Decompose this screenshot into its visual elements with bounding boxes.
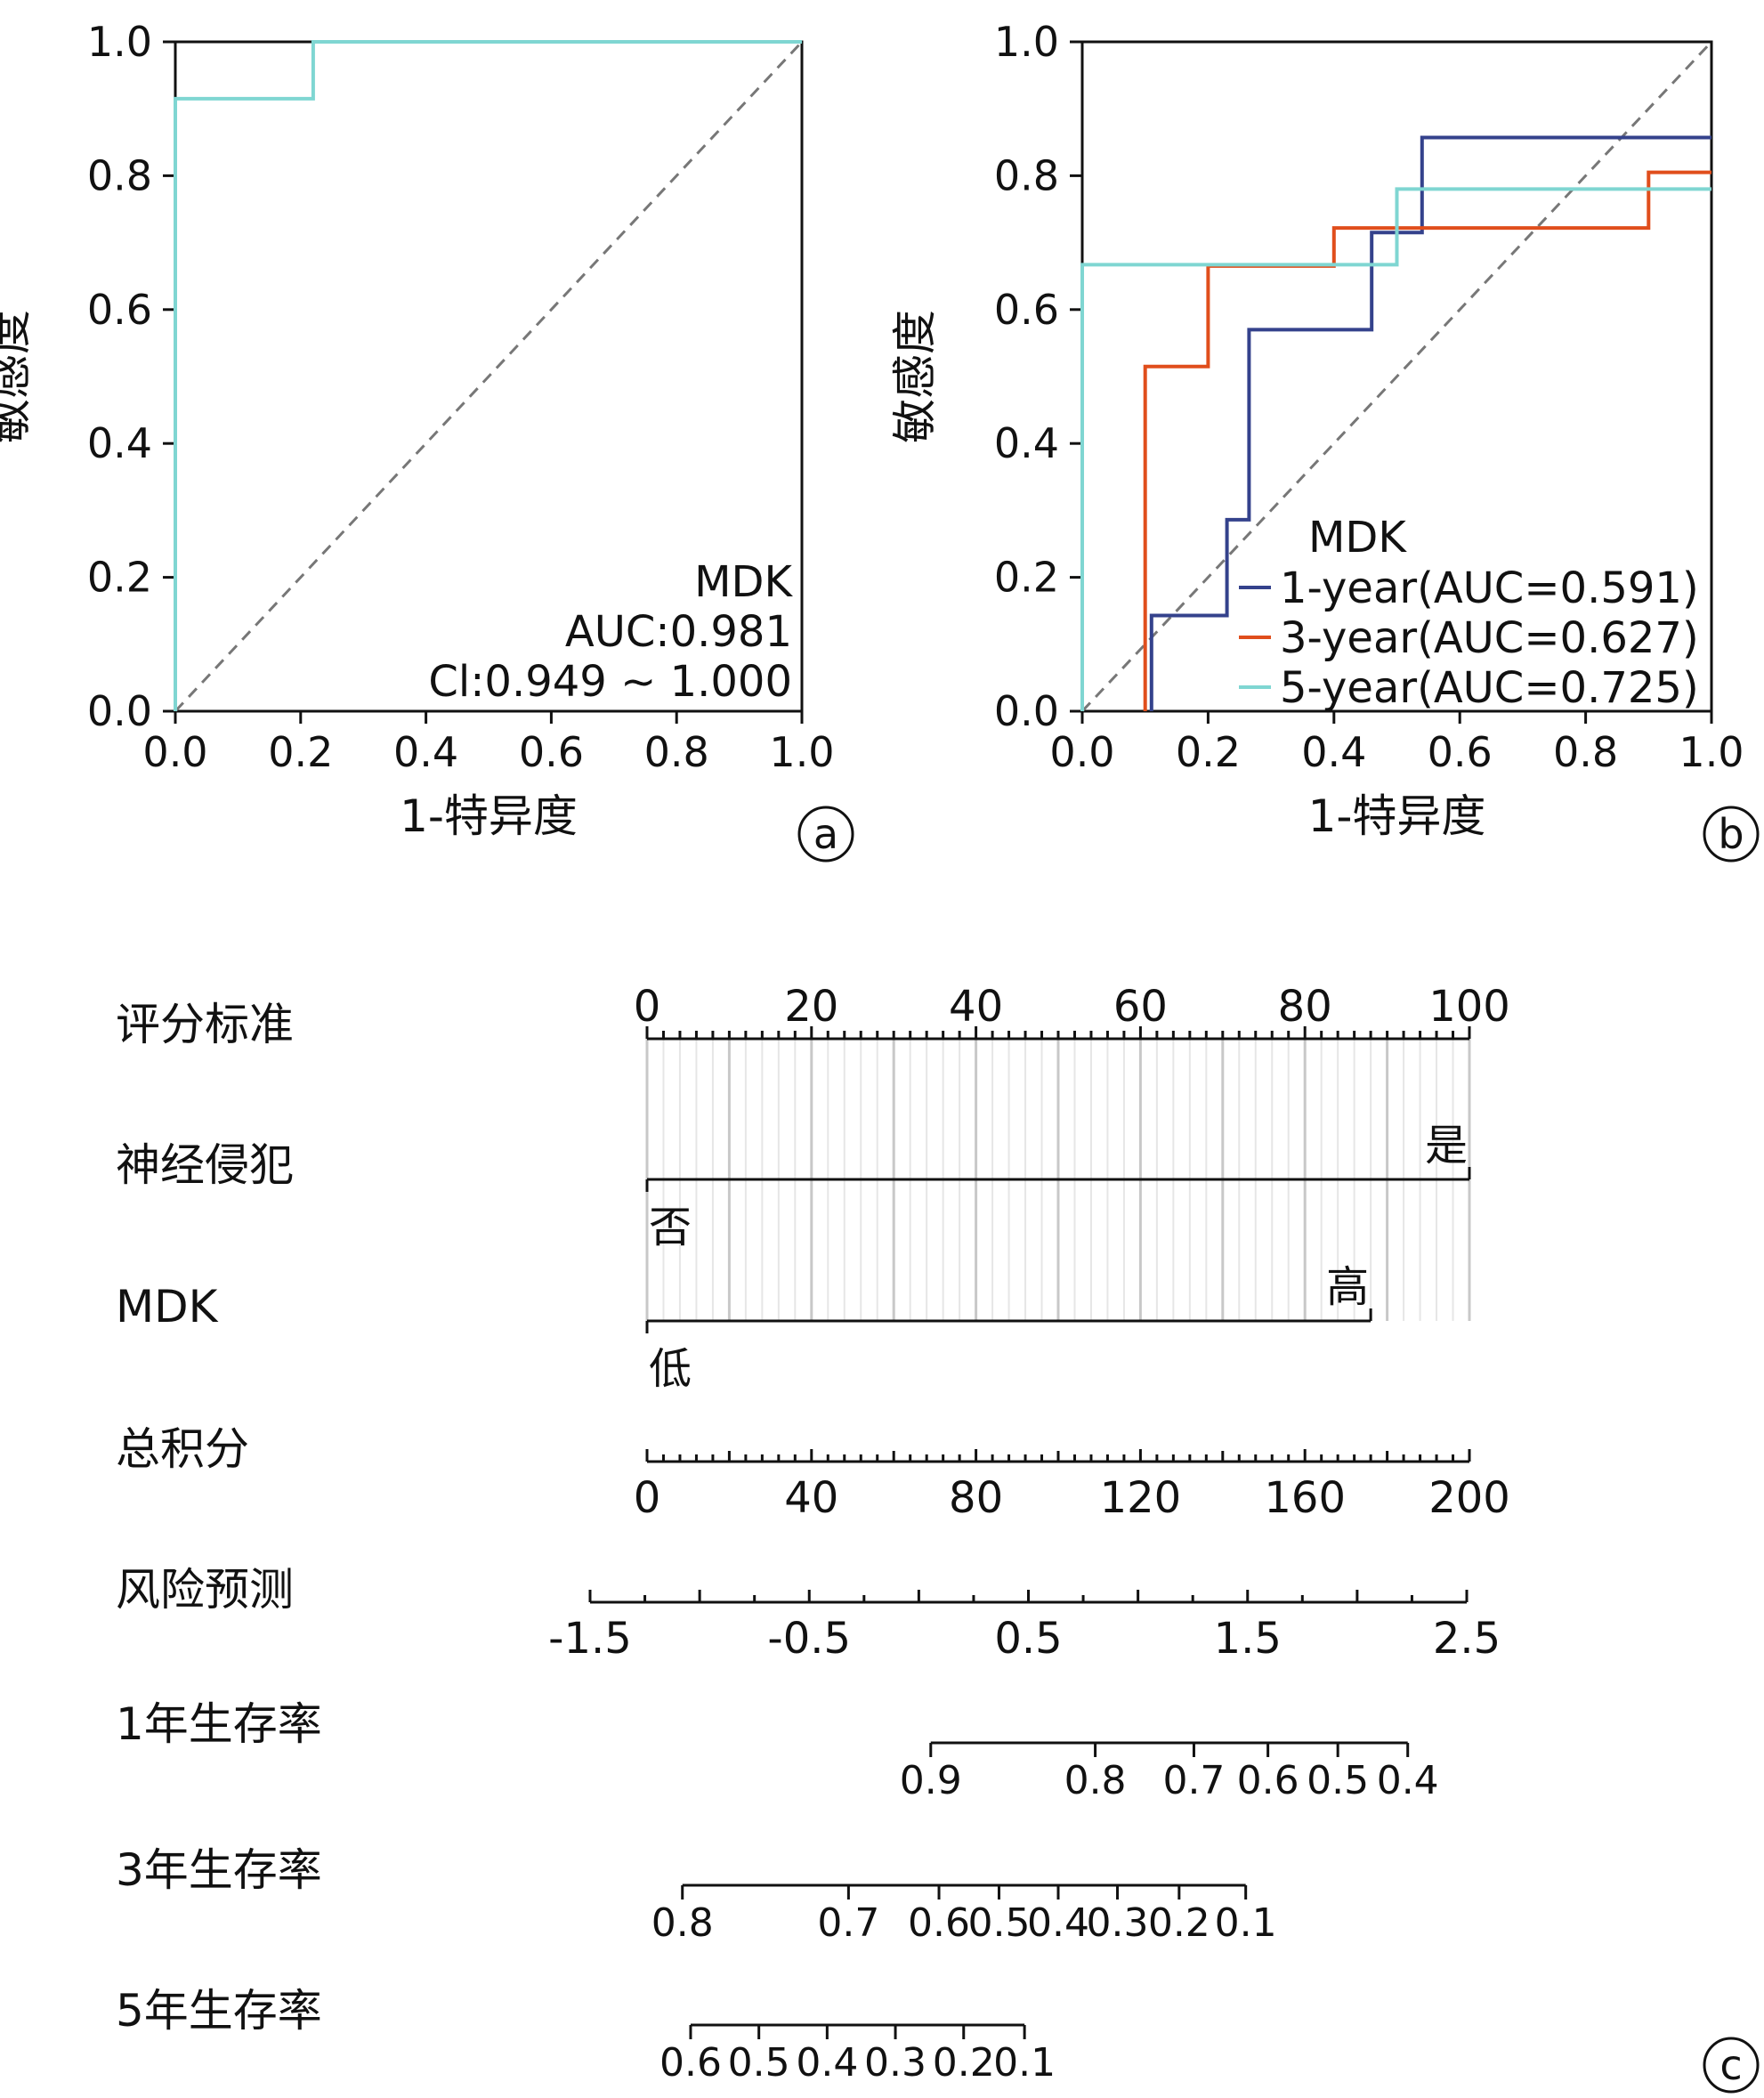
survival-tick-label: 0.2 xyxy=(933,2040,995,2086)
survival-tick-label: 0.5 xyxy=(967,1900,1030,1946)
survival-tick-label: 0.6 xyxy=(659,2040,722,2086)
nomogram-row-label: 3年生存率 xyxy=(116,1844,322,1896)
points-axis-tick-label: 40 xyxy=(949,982,1003,1032)
nomogram-row-label: 评分标准 xyxy=(116,999,294,1050)
roc-curve-series-1 xyxy=(174,40,802,711)
variable-level-label: 高 xyxy=(1326,1262,1369,1312)
roc-curve-series-1 xyxy=(1149,135,1711,711)
y-tick-label: 0.2 xyxy=(87,554,152,602)
y-tick-label: 0.8 xyxy=(87,151,152,199)
y-tick-label: 0.6 xyxy=(994,286,1059,334)
legend-entry-2: 3-year(AUC=0.627) xyxy=(1280,613,1699,663)
y-tick-label: 1.0 xyxy=(994,18,1059,66)
y-tick-label: 1.0 xyxy=(87,18,152,66)
nomogram-row-label: 5年生存率 xyxy=(116,1985,322,2037)
y-tick-label: 0.8 xyxy=(994,151,1059,199)
points-axis-tick-label: 0 xyxy=(634,982,661,1032)
x-tick-label: 0.6 xyxy=(519,728,584,776)
roc-panel-a: 0.0 0.2 0.4 0.6 0.8 1.0 0.0 0.2 0.4 0.6 0.8 1.0 1-特异… xyxy=(0,18,854,863)
risk-tick-label: 1.5 xyxy=(1214,1614,1282,1664)
x-tick-label: 0.4 xyxy=(393,728,458,776)
nomogram-row-label: 神经侵犯 xyxy=(116,1139,294,1191)
x-tick-label: 0.4 xyxy=(1301,728,1366,776)
x-tick-label: 0.0 xyxy=(142,728,207,776)
reference-diagonal-line xyxy=(174,40,804,713)
points-axis-tick-label: 80 xyxy=(1278,982,1332,1032)
roc-curve-series-3 xyxy=(1080,187,1711,711)
survival-tick-label: 0.7 xyxy=(1162,1758,1225,1803)
y-tick-label: 0.4 xyxy=(994,419,1059,467)
x-tick-label: 1.0 xyxy=(1679,728,1744,776)
y-axis-label: 敏感度 xyxy=(0,310,36,443)
x-tick-label: 0.0 xyxy=(1049,728,1114,776)
panel-badge-circle xyxy=(1703,806,1760,863)
y-tick-label: 0.4 xyxy=(87,419,152,467)
y-tick-label: 0.6 xyxy=(87,286,152,334)
survival-tick-label: 0.6 xyxy=(1237,1758,1299,1803)
risk-tick-label: -1.5 xyxy=(548,1614,632,1664)
panel-badge-circle xyxy=(1703,2037,1760,2094)
x-tick-label: 0.6 xyxy=(1428,728,1493,776)
survival-tick-label: 0.3 xyxy=(864,2040,927,2086)
survival-tick-label: 0.5 xyxy=(1307,1758,1369,1803)
survival-tick-label: 0.4 xyxy=(796,2040,858,2086)
survival-tick-label: 0.4 xyxy=(1027,1900,1089,1946)
variable-level-label: 是 xyxy=(1425,1121,1468,1171)
points-axis-tick-label: 20 xyxy=(784,982,838,1032)
survival-tick-label: 0.2 xyxy=(1148,1900,1210,1946)
total-points-tick-label: 0 xyxy=(634,1473,661,1523)
x-tick-label: 0.2 xyxy=(1176,728,1241,776)
y-axis-label: 敏感度 xyxy=(889,310,941,443)
points-axis-tick-label: 100 xyxy=(1428,982,1510,1032)
x-tick-label: 1.0 xyxy=(769,728,834,776)
x-tick-label: 0.8 xyxy=(1553,728,1618,776)
survival-tick-label: 0.6 xyxy=(908,1900,970,1946)
x-tick-label: 0.2 xyxy=(268,728,333,776)
risk-tick-label: 0.5 xyxy=(994,1614,1062,1664)
points-axis-tick-label: 60 xyxy=(1113,982,1168,1032)
auc-annotation-line: MDK xyxy=(694,557,793,607)
x-axis-label: 1-特异度 xyxy=(1308,790,1486,842)
survival-tick-label: 0.7 xyxy=(817,1900,879,1946)
legend-title: MDK xyxy=(1308,513,1407,563)
survival-tick-label: 0.3 xyxy=(1087,1900,1149,1946)
panel-badge-label: a xyxy=(813,810,838,858)
y-tick-label: 0.2 xyxy=(994,554,1059,602)
x-tick-label: 0.8 xyxy=(644,728,709,776)
survival-tick-label: 0.4 xyxy=(1377,1758,1439,1803)
survival-tick-label: 0.8 xyxy=(1064,1758,1127,1803)
total-points-tick-label: 200 xyxy=(1428,1473,1510,1523)
panel-badge-label: b xyxy=(1718,810,1744,858)
total-points-tick-label: 80 xyxy=(949,1473,1003,1523)
legend-entry-1: 1-year(AUC=0.591) xyxy=(1280,563,1699,613)
survival-tick-label: 0.1 xyxy=(993,2040,1056,2086)
y-tick-label: 0.0 xyxy=(87,687,152,735)
survival-tick-label: 0.1 xyxy=(1215,1900,1277,1946)
panel-badge-label: c xyxy=(1719,2041,1742,2089)
y-tick-label: 0.0 xyxy=(994,687,1059,735)
risk-tick-label: -0.5 xyxy=(767,1614,851,1664)
survival-tick-label: 0.8 xyxy=(651,1900,714,1946)
survival-tick-label: 0.9 xyxy=(900,1758,962,1803)
x-axis-label: 1-特异度 xyxy=(400,790,578,842)
auc-annotation-line: Cl:0.949 ~ 1.000 xyxy=(428,657,792,707)
auc-annotation-line: AUC:0.981 xyxy=(565,607,792,657)
roc-panel-b: 0.0 0.2 0.4 0.6 0.8 1.0 0.0 0.2 0.4 0.6 0.8 1.0 1-特异… xyxy=(889,18,1760,863)
panel-badge-circle xyxy=(797,806,854,863)
variable-level-label: 低 xyxy=(649,1344,692,1394)
nomogram-row-label: 风险预测 xyxy=(116,1564,294,1616)
total-points-tick-label: 160 xyxy=(1264,1473,1346,1523)
nomogram-row-label: MDK xyxy=(116,1281,219,1333)
total-points-tick-label: 120 xyxy=(1100,1473,1182,1523)
reference-diagonal-line xyxy=(1080,40,1713,713)
risk-tick-label: 2.5 xyxy=(1433,1614,1501,1664)
variable-level-label: 否 xyxy=(649,1203,692,1252)
survival-tick-label: 0.5 xyxy=(728,2040,790,2086)
total-points-tick-label: 40 xyxy=(784,1473,838,1523)
nomogram-row-label: 1年生存率 xyxy=(116,1698,322,1750)
nomogram-row-label: 总积分 xyxy=(116,1423,249,1475)
legend-entry-3: 5-year(AUC=0.725) xyxy=(1280,663,1699,713)
